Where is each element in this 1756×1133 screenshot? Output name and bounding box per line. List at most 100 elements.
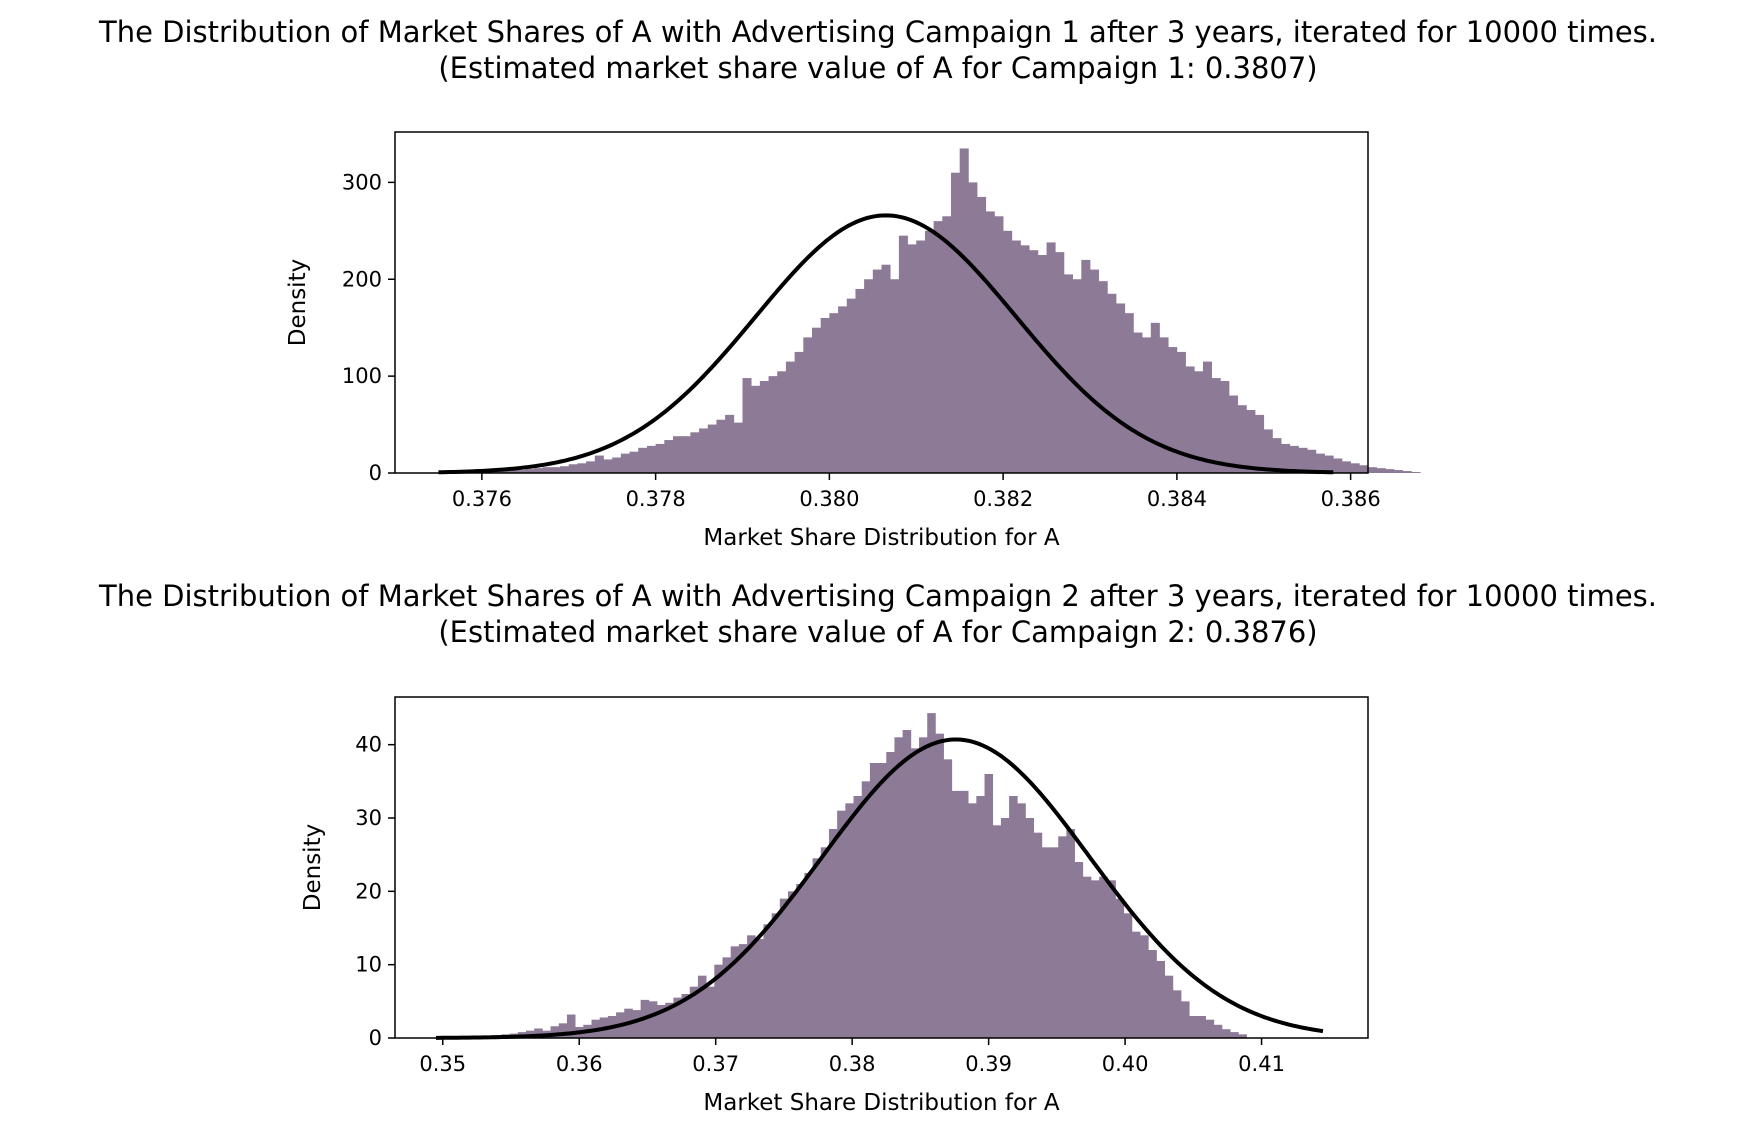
histogram-bar xyxy=(1116,303,1126,473)
histogram-bar xyxy=(1359,465,1369,473)
histogram-bar xyxy=(551,467,561,473)
histogram-bar xyxy=(1055,252,1065,474)
x-tick-label: 0.41 xyxy=(1238,1052,1285,1076)
histogram-bar xyxy=(629,451,639,473)
histogram-bar xyxy=(507,470,517,473)
histogram-bar xyxy=(1159,337,1169,474)
histogram-bar xyxy=(779,898,789,1038)
y-tick-label: 20 xyxy=(355,879,382,903)
histogram-bar xyxy=(1213,1024,1223,1038)
histogram-bar xyxy=(985,211,995,473)
histogram-bar xyxy=(1246,410,1256,473)
chart-campaign-1: The Distribution of Market Shares of A w… xyxy=(98,15,1657,551)
histogram-bar xyxy=(886,752,895,1038)
histogram-bar xyxy=(638,447,648,473)
histogram-bar xyxy=(951,172,961,473)
histogram-bar xyxy=(968,182,978,474)
histogram-bar xyxy=(1211,378,1221,473)
histogram-bar xyxy=(838,306,848,474)
y-axis-label: Density xyxy=(300,824,326,911)
histogram-bar xyxy=(785,361,795,473)
y-tick-label: 300 xyxy=(342,170,382,194)
histogram-bar xyxy=(1133,332,1143,473)
histogram-bar xyxy=(1238,1034,1247,1038)
y-tick-label: 40 xyxy=(355,733,382,757)
histogram-bar xyxy=(837,810,846,1038)
x-axis-label: Market Share Distribution for A xyxy=(703,525,1059,551)
histogram-bar xyxy=(1298,447,1308,473)
histogram-bar xyxy=(664,440,674,473)
histogram-bar xyxy=(1058,836,1067,1038)
histogram-bar xyxy=(560,466,570,473)
histogram-bar xyxy=(794,351,804,473)
histogram-bar xyxy=(855,288,865,473)
histogram-bar xyxy=(1050,847,1059,1038)
histogram-bar xyxy=(872,269,882,473)
x-tick-label: 0.39 xyxy=(965,1052,1012,1076)
histogram-bar xyxy=(730,946,740,1038)
histogram-bar xyxy=(657,1005,666,1038)
y-tick-label: 30 xyxy=(355,806,382,830)
histogram-bar xyxy=(1394,470,1404,473)
x-tick-label: 0.35 xyxy=(419,1052,466,1076)
x-axis-label: Market Share Distribution for A xyxy=(703,1090,1059,1116)
histogram-bar xyxy=(1150,322,1160,473)
histogram-bar xyxy=(1168,347,1178,473)
histogram-bar xyxy=(959,148,969,473)
histogram-bar xyxy=(690,432,700,473)
histogram-bar xyxy=(1315,453,1325,474)
histogram-bar xyxy=(699,428,709,473)
histogram-bar xyxy=(1385,469,1395,474)
histogram-bar xyxy=(1221,1029,1231,1038)
histogram-bar xyxy=(771,913,781,1038)
histogram-bar xyxy=(1140,935,1149,1038)
histogram-bar xyxy=(655,443,665,473)
histogram-bar xyxy=(525,469,535,474)
histogram-bar xyxy=(566,1014,576,1038)
histogram-bar xyxy=(878,763,887,1038)
histogram-bar xyxy=(706,986,715,1038)
x-axis-ticks: 0.35 0.36 0.37 0.38 0.39 0.40 0.41 xyxy=(419,1038,1285,1076)
histogram-bar xyxy=(1025,818,1035,1038)
histogram-bar xyxy=(828,829,838,1038)
histogram-bar xyxy=(1205,1019,1215,1038)
histogram-bar xyxy=(1123,913,1133,1038)
histogram-bar xyxy=(1131,931,1141,1038)
histogram-bar xyxy=(673,436,683,473)
histogram-bar xyxy=(1197,1016,1206,1038)
histogram-bar xyxy=(1033,832,1043,1038)
histogram-bar xyxy=(499,470,509,473)
histogram-bar xyxy=(1081,259,1091,474)
histogram-bar xyxy=(632,1010,641,1038)
histogram-bar xyxy=(665,1002,674,1038)
y-tick-label: 100 xyxy=(342,364,382,388)
histogram-bar xyxy=(1368,467,1378,473)
histogram-bar xyxy=(804,873,813,1038)
histogram-bar xyxy=(861,781,871,1038)
histogram-bar xyxy=(1020,245,1030,473)
histogram-bar xyxy=(1066,829,1075,1038)
histogram-bar xyxy=(714,964,723,1038)
histogram-bar xyxy=(1172,990,1182,1038)
histogram-bar xyxy=(845,803,854,1038)
histogram-bar xyxy=(1307,449,1317,473)
histogram-bar xyxy=(910,748,920,1038)
histogram-bar xyxy=(919,737,928,1038)
histogram-bar xyxy=(1011,240,1021,473)
histogram-bar xyxy=(594,455,604,473)
x-tick-label: 0.40 xyxy=(1102,1052,1149,1076)
x-tick-label: 0.38 xyxy=(829,1052,876,1076)
histogram-bar xyxy=(1124,313,1134,473)
y-tick-label: 10 xyxy=(355,953,382,977)
histogram-bar xyxy=(992,825,1002,1038)
x-tick-label: 0.378 xyxy=(626,487,686,511)
histogram-bar xyxy=(1350,463,1360,473)
histogram-bar xyxy=(1029,250,1039,473)
histogram-bar xyxy=(1176,351,1186,473)
y-axis-ticks: 0 10 20 30 40 xyxy=(355,733,395,1050)
x-tick-label: 0.36 xyxy=(556,1052,603,1076)
histogram-bar xyxy=(742,378,752,473)
histogram-bar xyxy=(646,445,656,474)
histogram-bar xyxy=(1333,458,1343,473)
histogram-bar xyxy=(697,975,707,1038)
